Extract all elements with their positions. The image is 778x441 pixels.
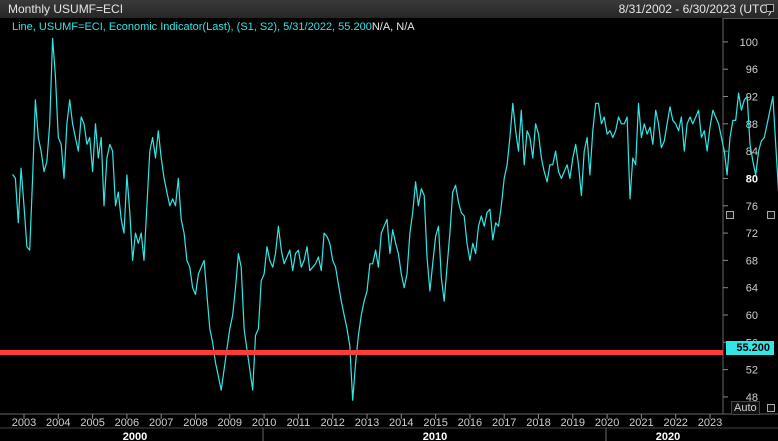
x-group-label: 2010 [423, 431, 447, 441]
chart-header: Monthly USUMF=ECI 8/31/2002 - 6/30/2023 … [0, 0, 778, 19]
y-tick-label: 48 [746, 392, 758, 404]
legend-na-text: N/A, N/A [371, 21, 415, 33]
y-tick-label: 88 [746, 119, 758, 131]
zoom-handle-icon[interactable] [766, 4, 774, 12]
chart-instrument-title: Monthly USUMF=ECI [8, 2, 124, 16]
x-tick-label: 2016 [458, 417, 482, 429]
x-tick-label: 2022 [663, 417, 687, 429]
y-scale-handle-right-icon[interactable] [767, 211, 775, 219]
y-tick-label: 92 [746, 92, 758, 104]
x-tick-label: 2004 [46, 417, 70, 429]
legend-series-text: Line, USUMF=ECI, Economic Indicator(Last… [12, 21, 372, 33]
x-tick-label: 2003 [12, 417, 36, 429]
x-tick-label: 2009 [218, 417, 242, 429]
y-tick-label: 60 [746, 310, 758, 322]
x-tick-label: 2007 [149, 417, 173, 429]
x-tick-label: 2014 [389, 417, 413, 429]
y-tick-label: 80 [746, 173, 758, 185]
y-scale-handle-left-icon[interactable] [726, 211, 734, 219]
last-value-tag: 55.200 [726, 341, 774, 355]
y-tick-label: 72 [746, 228, 758, 240]
y-tick-label: 76 [746, 201, 758, 213]
x-tick-label: 2010 [252, 417, 276, 429]
x-tick-label: 2008 [183, 417, 207, 429]
series-layer [12, 37, 778, 401]
y-tick-label: 52 [746, 365, 758, 377]
x-tick-label: 2011 [287, 417, 311, 429]
auto-scale-button[interactable]: Auto [731, 401, 760, 415]
x-tick-label: 2013 [355, 417, 379, 429]
x-scale-handle-icon[interactable] [767, 404, 775, 412]
x-tick-label: 2018 [526, 417, 550, 429]
x-axis-groups: 2000 2010 2020 [123, 428, 680, 441]
x-group-label: 2000 [123, 431, 147, 441]
legend: Line, USUMF=ECI, Economic Indicator(Last… [12, 21, 415, 33]
x-tick-label: 2023 [698, 417, 722, 429]
y-tick-label: 100 [740, 37, 758, 49]
x-group-label: 2020 [656, 431, 680, 441]
x-tick-label: 2017 [492, 417, 516, 429]
x-tick-label: 2006 [115, 417, 139, 429]
series-line-usumf-eci [12, 37, 778, 401]
y-tick-label: 68 [746, 255, 758, 267]
date-range-label: 8/31/2002 - 6/30/2023 (UTC) [618, 2, 772, 16]
x-tick-label: 2012 [320, 417, 344, 429]
x-axis-ticks: 2003 2004 2005 2006 2007 2008 2009 2010 2011 2012… [12, 414, 722, 429]
x-tick-label: 2019 [561, 417, 585, 429]
x-tick-label: 2015 [423, 417, 447, 429]
y-tick-label: 96 [746, 64, 758, 76]
x-tick-label: 2020 [595, 417, 619, 429]
x-tick-label: 2021 [629, 417, 653, 429]
x-tick-label: 2005 [80, 417, 104, 429]
y-tick-label: 64 [746, 283, 758, 295]
